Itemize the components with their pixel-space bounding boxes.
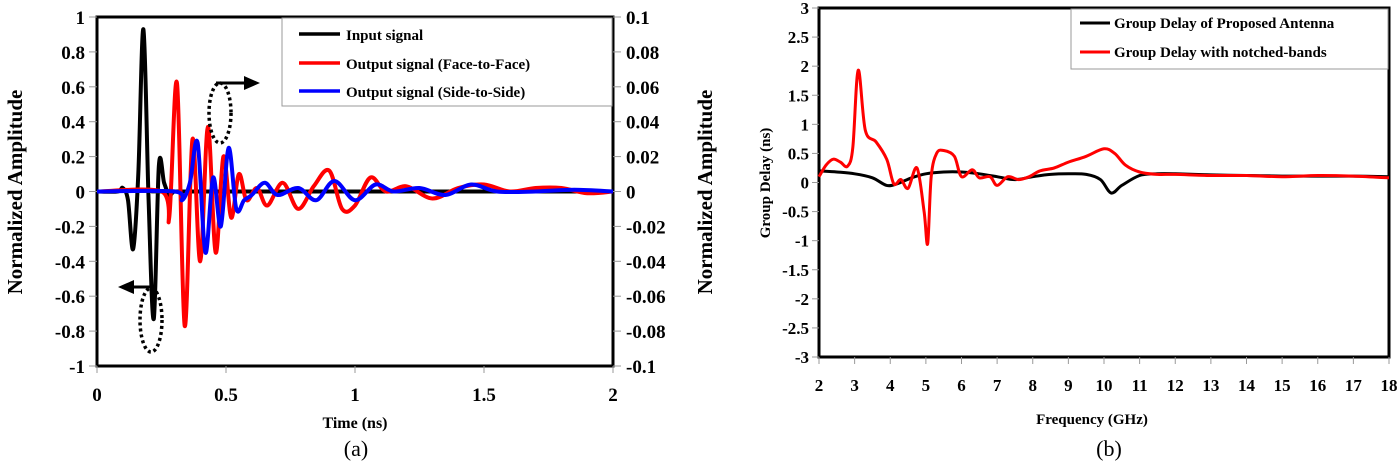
x-tick-label: 2 xyxy=(815,376,824,395)
arrow-right-head-icon xyxy=(244,76,260,90)
x-tick-label: 16 xyxy=(1309,376,1326,395)
chart-b-y-label: Group Delay (ns) xyxy=(758,128,774,239)
x-tick-label: 18 xyxy=(1381,376,1398,395)
y2-tick-label: 0.06 xyxy=(626,78,659,99)
y-tick-label: -0.2 xyxy=(55,217,85,238)
y-tick-label: 0.6 xyxy=(61,78,85,99)
x-tick-label: 9 xyxy=(1064,376,1073,395)
chart-b-legend: Group Delay of Proposed Antenna Group De… xyxy=(1070,8,1389,70)
chart-a-right-y-label: Normalized Amplitude xyxy=(693,90,717,295)
y-tick-label: 1 xyxy=(801,115,810,134)
legend-proposed-antenna: Group Delay of Proposed Antenna xyxy=(1114,16,1335,32)
x-tick-label: 8 xyxy=(1029,376,1038,395)
y-tick-label: -0.4 xyxy=(55,252,86,273)
y-tick-label: -0.5 xyxy=(782,203,809,222)
series-line xyxy=(817,68,1390,246)
y-tick-label: 0 xyxy=(76,183,86,204)
y-tick-label: -2.5 xyxy=(782,319,809,338)
y-tick-label: -3 xyxy=(795,348,809,367)
chart-b: 3 2.5 2 1.5 1 0.5 0 -0.5 -1 -1.5 -2 -2.5 -3 2 3 4 5 6 7 8 9… xyxy=(758,0,1398,461)
y2-tick-label: -0.04 xyxy=(626,252,666,273)
x-tick-label: 1 xyxy=(350,385,360,406)
y-tick-label: 0.5 xyxy=(788,144,809,163)
x-tick-label: 7 xyxy=(993,376,1002,395)
y2-tick-label: -0.08 xyxy=(626,322,666,343)
chart-a-x-label: Time (ns) xyxy=(322,415,387,432)
chart-a-left-y-label: Normalized Amplitude xyxy=(3,90,27,295)
y-tick-label: 2 xyxy=(801,57,810,76)
legend-input-signal: Input signal xyxy=(346,28,423,44)
x-tick-label: 6 xyxy=(957,376,966,395)
y-tick-label: 1 xyxy=(76,8,86,29)
y-tick-label: 0 xyxy=(801,174,810,193)
y-tick-label: -1 xyxy=(795,232,809,251)
caption-b: (b) xyxy=(1096,436,1122,461)
y-tick-label: -0.6 xyxy=(55,287,85,308)
x-tick-label: 0 xyxy=(92,385,102,406)
y-tick-label: -2 xyxy=(795,290,809,309)
series-line xyxy=(96,138,614,255)
x-tick-label: 1.5 xyxy=(472,385,496,406)
x-tick-label: 3 xyxy=(850,376,859,395)
y2-tick-label: -0.06 xyxy=(626,287,666,308)
caption-a: (a) xyxy=(344,436,368,461)
legend-notched-bands: Group Delay with notched-bands xyxy=(1114,45,1327,61)
y2-tick-label: 0 xyxy=(626,183,636,204)
left-axis-annotation xyxy=(118,280,164,354)
x-tick-label: 10 xyxy=(1096,376,1113,395)
chart-a-series xyxy=(96,27,614,328)
x-tick-label: 13 xyxy=(1202,376,1219,395)
chart-a-x-ticks: 0 0.5 1 1.5 2 xyxy=(92,366,618,406)
chart-b-series xyxy=(817,68,1390,246)
chart-b-y-ticks: 3 2.5 2 1.5 1 0.5 0 -0.5 -1 -1.5 -2 -2.5 -3 xyxy=(782,0,819,367)
x-tick-label: 15 xyxy=(1274,376,1291,395)
y2-tick-label: -0.02 xyxy=(626,217,666,238)
y-tick-label: 0.2 xyxy=(61,148,85,169)
x-tick-label: 2 xyxy=(608,385,618,406)
x-tick-label: 11 xyxy=(1132,376,1148,395)
dashed-ellipse-icon xyxy=(207,81,233,145)
y-tick-label: 0.8 xyxy=(61,43,85,64)
chart-a: 1 0.8 0.6 0.4 0.2 0 -0.2 -0.4 -0.6 -0.8 -1 0.1 0.08… xyxy=(3,8,717,461)
chart-a-right-y-ticks: 0.1 0.08 0.06 0.04 0.02 0 -0.02 -0.04 -0.06 -0.08… xyxy=(613,8,666,378)
chart-a-left-y-ticks: 1 0.8 0.6 0.4 0.2 0 -0.2 -0.4 -0.6 -0.8 -1 xyxy=(55,8,97,378)
legend-face-to-face: Output signal (Face-to-Face) xyxy=(346,57,530,73)
y2-tick-label: -0.1 xyxy=(626,357,656,378)
x-tick-label: 5 xyxy=(922,376,931,395)
x-tick-label: 17 xyxy=(1345,376,1363,395)
chart-b-x-ticks: 2 3 4 5 6 7 8 9 10 11 12 13 14 15 16 17 18 xyxy=(815,357,1398,395)
chart-b-x-label: Frequency (GHz) xyxy=(1036,412,1148,428)
y-tick-label: 0.4 xyxy=(61,113,85,134)
x-tick-label: 0.5 xyxy=(214,385,238,406)
y2-tick-label: 0.02 xyxy=(626,148,659,169)
x-tick-label: 4 xyxy=(886,376,895,395)
y2-tick-label: 0.04 xyxy=(626,113,660,134)
x-tick-label: 12 xyxy=(1167,376,1184,395)
y-tick-label: 2.5 xyxy=(788,28,809,47)
y-tick-label: -1 xyxy=(69,357,85,378)
arrow-left-head-icon xyxy=(118,280,134,294)
y-tick-label: 3 xyxy=(801,0,810,18)
chart-a-legend: Input signal Output signal (Face-to-Face… xyxy=(281,17,613,107)
y-tick-label: -1.5 xyxy=(782,261,809,280)
x-tick-label: 14 xyxy=(1238,376,1256,395)
y2-tick-label: 0.1 xyxy=(626,8,650,29)
right-axis-annotation xyxy=(207,76,260,145)
legend-side-to-side: Output signal (Side-to-Side) xyxy=(346,85,525,101)
y-tick-label: -0.8 xyxy=(55,322,85,343)
dashed-ellipse-icon xyxy=(138,286,164,354)
y2-tick-label: 0.08 xyxy=(626,43,659,64)
y-tick-label: 1.5 xyxy=(788,86,809,105)
